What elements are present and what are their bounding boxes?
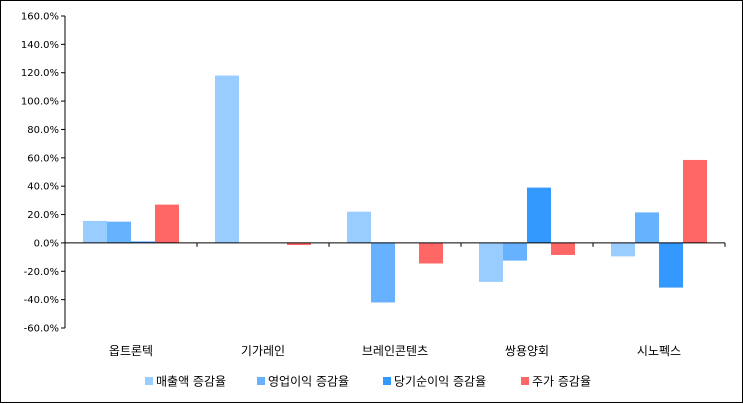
y-tick-label: -40.0% xyxy=(24,295,59,306)
y-tick-label: 40.0% xyxy=(27,182,59,193)
category-label: 쌍용양회 xyxy=(505,344,549,358)
bar xyxy=(371,242,395,303)
axes-group xyxy=(64,16,726,328)
bar xyxy=(683,159,707,243)
legend-swatch xyxy=(145,377,153,385)
bar xyxy=(107,221,131,243)
bar xyxy=(635,212,659,243)
category-label: 브레인콘텐츠 xyxy=(362,344,428,358)
legend-label: 주가 증감율 xyxy=(532,375,591,389)
y-tick-label: 60.0% xyxy=(27,153,59,164)
y-tick-label: 160.0% xyxy=(21,12,59,23)
bar xyxy=(287,242,311,246)
legend-swatch xyxy=(383,377,391,385)
bar xyxy=(479,242,503,282)
y-tick-label: 100.0% xyxy=(21,97,59,108)
legend-label: 당기순이익 증감율 xyxy=(394,375,486,389)
y-tick-label: 120.0% xyxy=(21,68,59,79)
bar xyxy=(347,211,371,243)
bar xyxy=(611,242,635,257)
legend-label: 영업이익 증감율 xyxy=(268,375,349,389)
bar xyxy=(419,242,443,264)
y-tick-label: -20.0% xyxy=(24,267,59,278)
y-axis-ticks: -60.0% -40.0% -20.0% 0.0% 20.0% 40.0% 60.0% 80.… xyxy=(21,12,65,335)
category-labels: 옵트론텍 기가레인 브레인콘텐츠 쌍용양회 시노펙스 xyxy=(109,344,681,358)
bar xyxy=(527,187,551,243)
bar xyxy=(131,241,155,243)
y-tick-label: 140.0% xyxy=(21,40,59,51)
legend: 매출액 증감율 영업이익 증감율 당기순이익 증감율 주가 증감율 xyxy=(145,375,591,389)
y-tick-label: 0.0% xyxy=(34,238,59,249)
bar xyxy=(503,242,527,261)
category-label: 시노펙스 xyxy=(637,344,681,358)
legend-swatch xyxy=(521,377,529,385)
bar xyxy=(155,204,179,243)
legend-swatch xyxy=(257,377,265,385)
category-label: 기가레인 xyxy=(241,344,285,358)
y-tick-label: 80.0% xyxy=(27,125,59,136)
legend-label: 매출액 증감율 xyxy=(156,375,226,389)
y-tick-label: 20.0% xyxy=(27,210,59,221)
category-label: 옵트론텍 xyxy=(109,344,153,358)
bar xyxy=(551,242,575,255)
bar xyxy=(659,242,683,288)
bar xyxy=(215,75,239,243)
bars-group xyxy=(83,75,707,303)
bar xyxy=(83,220,107,243)
y-tick-label: -60.0% xyxy=(24,324,59,335)
